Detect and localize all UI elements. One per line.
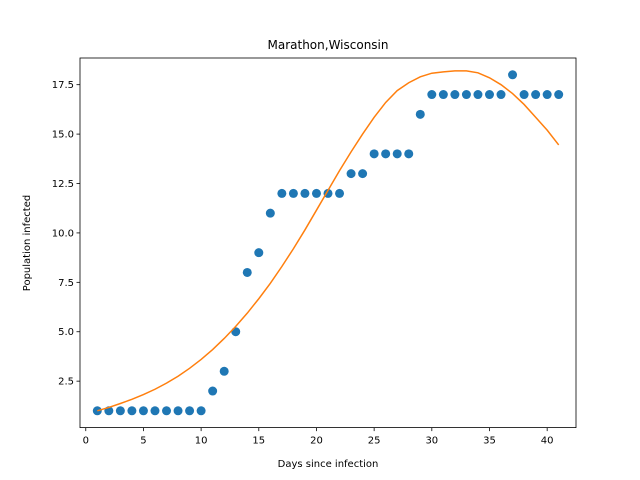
data-point <box>415 109 425 119</box>
data-point <box>127 406 137 416</box>
chart-title: Marathon,Wisconsin <box>268 38 389 52</box>
y-axis: 2.5 5.0 7.5 10.0 12.5 15.0 17.5 <box>52 80 80 388</box>
data-point <box>300 188 310 198</box>
y-tick-label: 2.5 <box>58 377 74 388</box>
data-point <box>519 90 529 100</box>
data-point <box>404 149 414 159</box>
data-point <box>150 406 160 416</box>
data-point <box>335 188 345 198</box>
data-point <box>438 90 448 100</box>
data-point <box>508 70 518 80</box>
data-point <box>288 188 298 198</box>
data-point <box>369 149 379 159</box>
data-point <box>542 90 552 100</box>
y-tick-label: 5.0 <box>58 327 74 338</box>
y-tick-label: 12.5 <box>52 179 74 190</box>
data-point <box>392 149 402 159</box>
data-point <box>231 327 241 337</box>
data-point <box>473 90 483 100</box>
data-point <box>196 406 206 416</box>
data-point <box>496 90 506 100</box>
x-axis-label: Days since infection <box>278 459 379 470</box>
x-tick-label: 0 <box>83 436 89 447</box>
data-point <box>265 208 275 218</box>
data-point <box>115 406 125 416</box>
x-tick-label: 10 <box>195 436 208 447</box>
data-point <box>254 248 264 258</box>
y-axis-label: Population infected <box>22 195 33 291</box>
data-point <box>450 90 460 100</box>
x-tick-label: 25 <box>368 436 381 447</box>
data-point <box>461 90 471 100</box>
y-tick-label: 15.0 <box>52 130 74 141</box>
data-point <box>185 406 195 416</box>
plot-area <box>92 70 564 416</box>
data-point <box>162 406 172 416</box>
data-point <box>138 406 148 416</box>
data-point <box>208 386 218 396</box>
data-point <box>311 188 321 198</box>
y-tick-label: 17.5 <box>52 80 74 91</box>
fit-line <box>97 70 560 412</box>
data-point <box>219 366 229 376</box>
x-tick-label: 5 <box>140 436 146 447</box>
data-point <box>173 406 183 416</box>
x-axis: 0 5 10 15 20 25 30 35 40 <box>83 427 554 447</box>
x-tick-label: 15 <box>252 436 265 447</box>
y-tick-label: 10.0 <box>52 228 74 239</box>
data-point <box>242 267 252 277</box>
x-tick-label: 30 <box>425 436 438 447</box>
x-tick-label: 40 <box>541 436 554 447</box>
axes-frame <box>79 57 577 429</box>
data-point <box>277 188 287 198</box>
data-point <box>484 90 494 100</box>
x-tick-label: 20 <box>310 436 323 447</box>
data-point <box>358 169 368 179</box>
y-tick-label: 7.5 <box>58 278 74 289</box>
data-point <box>346 169 356 179</box>
data-point <box>531 90 541 100</box>
x-tick-label: 35 <box>483 436 496 447</box>
data-point <box>381 149 391 159</box>
data-point <box>554 90 564 100</box>
data-point <box>427 90 437 100</box>
